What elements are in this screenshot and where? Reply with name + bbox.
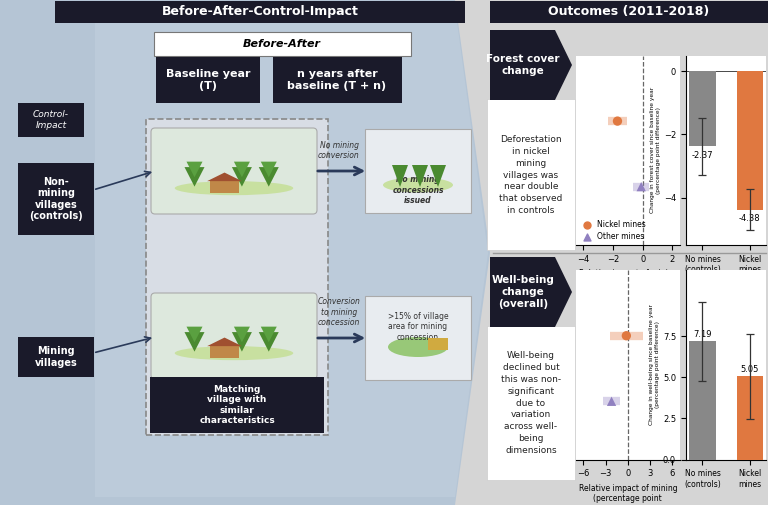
Polygon shape xyxy=(207,337,242,346)
Ellipse shape xyxy=(175,346,293,360)
Polygon shape xyxy=(187,327,203,342)
Polygon shape xyxy=(490,257,572,327)
FancyBboxPatch shape xyxy=(487,326,575,480)
Polygon shape xyxy=(184,167,204,187)
FancyBboxPatch shape xyxy=(18,103,84,137)
Text: Well-being
declined but
this was non-
significant
due to
variation
across well-
: Well-being declined but this was non- si… xyxy=(501,351,561,454)
FancyBboxPatch shape xyxy=(18,163,94,235)
Bar xyxy=(737,71,763,210)
Polygon shape xyxy=(0,0,490,505)
X-axis label: Relative impact of mining
(percentage point
difference): Relative impact of mining (percentage po… xyxy=(578,269,677,299)
Point xyxy=(605,397,617,406)
FancyBboxPatch shape xyxy=(154,32,411,56)
Point xyxy=(621,332,633,340)
Polygon shape xyxy=(259,332,279,351)
Text: Mining
villages: Mining villages xyxy=(35,346,78,368)
FancyBboxPatch shape xyxy=(151,128,317,214)
Text: Forest cover
change: Forest cover change xyxy=(486,54,560,76)
FancyBboxPatch shape xyxy=(150,377,324,433)
FancyBboxPatch shape xyxy=(490,1,768,23)
FancyBboxPatch shape xyxy=(365,129,471,213)
Text: No mining
concessions
issued: No mining concessions issued xyxy=(392,175,444,205)
Text: Non-
mining
villages
(controls): Non- mining villages (controls) xyxy=(29,177,83,221)
FancyBboxPatch shape xyxy=(18,337,94,377)
Bar xyxy=(690,341,716,460)
Text: Before-After-Control-Impact: Before-After-Control-Impact xyxy=(161,6,359,19)
Text: 5.05: 5.05 xyxy=(740,365,759,374)
Text: n years after
baseline (T + n): n years after baseline (T + n) xyxy=(287,69,386,91)
Ellipse shape xyxy=(383,177,453,192)
Polygon shape xyxy=(95,7,488,497)
Text: Before-After: Before-After xyxy=(243,39,321,49)
FancyBboxPatch shape xyxy=(210,181,239,193)
Polygon shape xyxy=(232,332,252,351)
FancyBboxPatch shape xyxy=(273,57,402,103)
FancyBboxPatch shape xyxy=(487,99,575,250)
Text: No mining
conversion: No mining conversion xyxy=(318,140,360,160)
Text: -4.38: -4.38 xyxy=(739,214,760,223)
Polygon shape xyxy=(234,327,250,342)
FancyBboxPatch shape xyxy=(151,293,317,379)
Polygon shape xyxy=(259,167,279,187)
FancyBboxPatch shape xyxy=(146,119,328,435)
Text: Well-being
change
(overall): Well-being change (overall) xyxy=(492,275,554,309)
Text: >15% of village
area for mining
concession: >15% of village area for mining concessi… xyxy=(388,312,449,342)
Bar xyxy=(690,71,716,146)
Polygon shape xyxy=(490,30,572,100)
Polygon shape xyxy=(234,162,250,177)
Polygon shape xyxy=(261,327,276,342)
FancyBboxPatch shape xyxy=(428,338,448,350)
Polygon shape xyxy=(207,173,242,181)
FancyBboxPatch shape xyxy=(156,57,260,103)
X-axis label: Relative impact of mining
(percentage point
difference): Relative impact of mining (percentage po… xyxy=(578,484,677,505)
Polygon shape xyxy=(232,167,252,187)
Text: Matching
village with
similar
characteristics: Matching village with similar characteri… xyxy=(199,385,275,425)
Text: Baseline year
(T): Baseline year (T) xyxy=(166,69,250,91)
FancyBboxPatch shape xyxy=(210,346,239,358)
Ellipse shape xyxy=(388,337,448,357)
FancyBboxPatch shape xyxy=(55,1,465,23)
Text: Outcomes (2011-2018): Outcomes (2011-2018) xyxy=(548,6,710,19)
Polygon shape xyxy=(430,165,446,187)
Point xyxy=(611,117,624,125)
Bar xyxy=(737,376,763,460)
Y-axis label: Change in well-being since baseline year
(percentage point difference): Change in well-being since baseline year… xyxy=(649,305,660,425)
FancyBboxPatch shape xyxy=(365,296,471,380)
Point xyxy=(635,183,647,191)
Y-axis label: Change in forest cover since baseline year
(percentage point difference): Change in forest cover since baseline ye… xyxy=(650,87,661,213)
Legend: Nickel mines, Other mines: Nickel mines, Other mines xyxy=(580,220,646,241)
Text: Control-
Impact: Control- Impact xyxy=(33,110,69,130)
Text: Deforestation
in nickel
mining
villages was
near double
that observed
in control: Deforestation in nickel mining villages … xyxy=(499,135,563,215)
Polygon shape xyxy=(187,162,203,177)
Text: Conversion
to mining
concession: Conversion to mining concession xyxy=(317,297,360,327)
Ellipse shape xyxy=(175,181,293,195)
Polygon shape xyxy=(261,162,276,177)
Polygon shape xyxy=(392,165,408,187)
Text: 7.19: 7.19 xyxy=(694,330,712,339)
Polygon shape xyxy=(412,165,428,187)
Text: -2.37: -2.37 xyxy=(692,151,713,160)
Polygon shape xyxy=(184,332,204,351)
